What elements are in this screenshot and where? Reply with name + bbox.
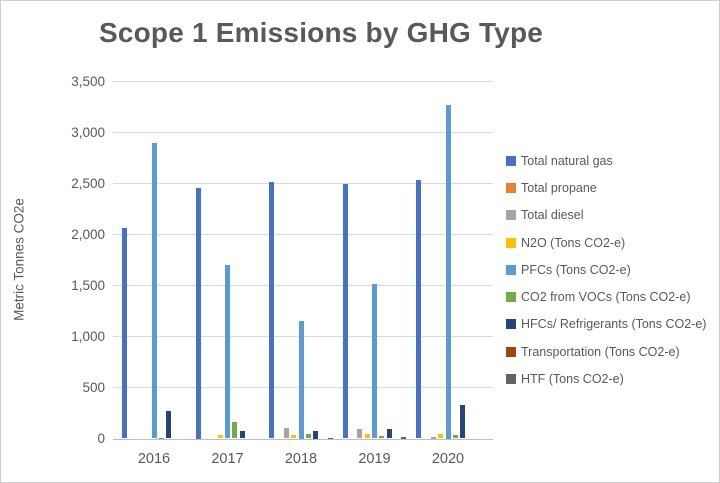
bar-pfcs-tons-co2-e-2020	[445, 104, 451, 439]
legend-item-total-natural-gas: Total natural gas	[506, 147, 706, 174]
bar-pfcs-tons-co2-e-2019	[372, 284, 377, 439]
legend-item-transportation-tons-co2-e: Transportation (Tons CO2-e)	[506, 338, 706, 365]
bar-hfcs-refrigerants-tons-co2-e-2019	[386, 428, 392, 439]
x-axis-label-2019: 2019	[358, 451, 391, 467]
bar-total-diesel-2019	[357, 428, 363, 439]
bar-total-natural-gas-2016	[122, 228, 128, 439]
bar-pfcs-tons-co2-e-2017	[225, 264, 230, 439]
bar-co2-from-vocs-tons-co2-e-2019	[379, 435, 385, 439]
x-axis-label-2017: 2017	[211, 451, 244, 467]
y-tick-label: 1,000	[71, 328, 105, 344]
legend-swatch-icon	[506, 210, 516, 221]
legend-swatch-icon	[506, 264, 516, 275]
legend-item-total-diesel: Total diesel	[506, 202, 706, 229]
bar-co2-from-vocs-tons-co2-e-2016	[158, 437, 164, 439]
bar-pfcs-tons-co2-e-2016	[151, 143, 157, 439]
gridline	[113, 285, 493, 287]
bar-co2-from-vocs-tons-co2-e-2020	[452, 434, 458, 439]
legend-swatch-icon	[506, 182, 516, 193]
bar-pfcs-tons-co2-e-2018	[298, 321, 304, 439]
legend-label: Transportation (Tons CO2-e)	[521, 344, 680, 359]
bar-htf-tons-co2-e-2019	[401, 437, 407, 439]
legend-label: N2O (Tons CO2-e)	[521, 235, 626, 250]
bar-n2o-tons-co2-e-2017	[217, 435, 223, 439]
gridline	[113, 183, 493, 185]
gridline	[113, 132, 493, 134]
chart-legend: Total natural gas Total propane Total dies…	[506, 147, 706, 393]
legend-label: PFCs (Tons CO2-e)	[521, 262, 631, 277]
legend-item-n2o-tons-co2-e: N2O (Tons CO2-e)	[506, 229, 706, 256]
x-axis-label-2018: 2018	[284, 451, 318, 467]
bar-total-natural-gas-2017	[195, 188, 201, 439]
bar-total-natural-gas-2020	[416, 180, 422, 439]
y-tick-label: 3,000	[71, 124, 105, 140]
legend-swatch-icon	[506, 292, 516, 303]
bar-total-natural-gas-2018	[269, 182, 275, 439]
bar-total-diesel-2018	[283, 428, 289, 439]
bar-hfcs-refrigerants-tons-co2-e-2018	[313, 431, 319, 439]
bar-hfcs-refrigerants-tons-co2-e-2020	[460, 405, 466, 439]
legend-label: Total natural gas	[521, 153, 613, 168]
y-tick-label: 0	[97, 431, 105, 446]
legend-swatch-icon	[506, 237, 516, 248]
bar-co2-from-vocs-tons-co2-e-2017	[232, 422, 238, 439]
x-axis-label-2016: 2016	[137, 451, 171, 467]
legend-label: Total diesel	[521, 208, 584, 223]
chart-title: Scope 1 Emissions by GHG Type	[98, 17, 544, 48]
gridline	[113, 81, 493, 82]
y-axis-title: Metric Tonnes CO2e	[11, 198, 27, 321]
gridline	[113, 234, 493, 236]
legend-swatch-icon	[506, 346, 516, 357]
bar-n2o-tons-co2-e-2019	[364, 434, 370, 439]
bar-total-natural-gas-2019	[342, 184, 348, 439]
y-tick-label: 2,500	[71, 175, 105, 191]
bar-co2-from-vocs-tons-co2-e-2018	[305, 434, 311, 439]
legend-item-co2-from-vocs-tons-co2-e: CO2 from VOCs (Tons CO2-e)	[506, 283, 706, 310]
bar-n2o-tons-co2-e-2018	[291, 435, 297, 439]
legend-label: Total propane	[521, 180, 597, 195]
legend-item-htf-tons-co2-e: HTF (Tons CO2-e)	[506, 365, 706, 392]
y-tick-label: 2,000	[71, 226, 105, 242]
legend-swatch-icon	[506, 374, 516, 385]
legend-swatch-icon	[506, 319, 516, 330]
bar-hfcs-refrigerants-tons-co2-e-2017	[239, 430, 245, 439]
legend-label: CO2 from VOCs (Tons CO2-e)	[521, 290, 691, 305]
y-tick-label: 1,500	[71, 277, 105, 293]
bar-htf-tons-co2-e-2018	[327, 437, 333, 439]
bar-n2o-tons-co2-e-2020	[438, 433, 444, 439]
x-axis-line	[113, 438, 493, 440]
legend-label: HFCs/ Refrigerants (Tons CO2-e)	[521, 317, 707, 332]
legend-item-hfcs-refrigerants-tons-co2-e: HFCs/ Refrigerants (Tons CO2-e)	[506, 311, 706, 338]
y-tick-label: 500	[82, 379, 105, 395]
y-tick-label: 3,500	[71, 73, 105, 89]
legend-swatch-icon	[506, 155, 516, 166]
legend-item-pfcs-tons-co2-e: PFCs (Tons CO2-e)	[506, 256, 706, 283]
legend-label: HTF (Tons CO2-e)	[521, 372, 624, 387]
bar-total-diesel-2020	[430, 437, 436, 439]
x-axis-label-2020: 2020	[431, 451, 465, 467]
bar-hfcs-refrigerants-tons-co2-e-2016	[166, 410, 172, 439]
legend-item-total-propane: Total propane	[506, 174, 706, 201]
